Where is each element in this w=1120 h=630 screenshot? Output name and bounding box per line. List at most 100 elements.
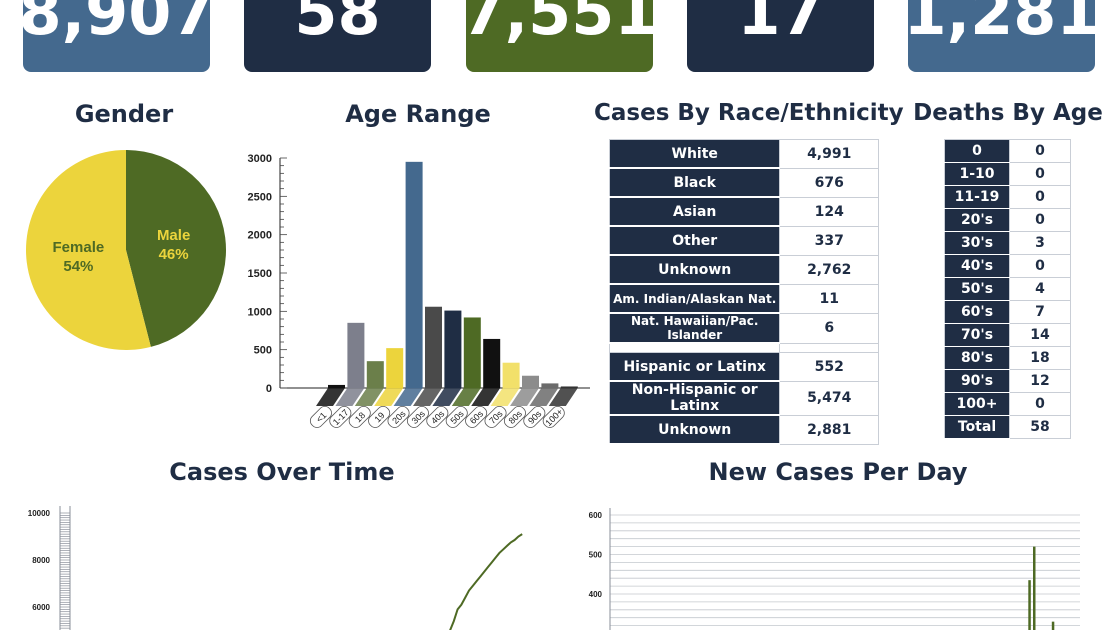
stat-value: 7,551 — [466, 0, 653, 49]
y-tick-label: 500 — [254, 345, 272, 357]
table-row: 30's 3 — [944, 231, 1071, 255]
death-count: 18 — [1009, 346, 1071, 370]
divider-cell — [779, 342, 879, 353]
bar — [560, 386, 578, 388]
race-value: 2,762 — [779, 254, 879, 285]
y-tick-label: 1500 — [248, 268, 272, 280]
race-value: 6 — [779, 312, 879, 344]
death-count: 58 — [1009, 415, 1071, 439]
x-tick-label-group: 100+ — [542, 405, 565, 428]
stat-value: 8,907 — [23, 0, 210, 49]
bar-base-shadow — [354, 388, 384, 406]
race-value: 124 — [779, 196, 879, 227]
table-row: Other 337 — [608, 225, 879, 256]
x-tick-label-box — [465, 405, 488, 428]
gender-pie-chart: Male 46% Female 54% — [26, 150, 227, 350]
bar — [541, 383, 559, 388]
table-row: 90's 12 — [944, 369, 1071, 393]
bar-base-shadow — [316, 388, 345, 406]
y-tick-label: 600 — [589, 511, 603, 520]
bar — [366, 361, 384, 388]
x-tick-label-group: 50s — [445, 405, 468, 428]
x-tick-label-box — [445, 405, 468, 428]
bar-base-shadow — [529, 388, 559, 406]
death-count: 0 — [1009, 254, 1071, 278]
table-row: 50's 4 — [944, 277, 1071, 301]
y-tick-label: 1000 — [248, 306, 272, 318]
bar-base-shadow — [432, 388, 462, 406]
y-tick-label: 500 — [589, 551, 603, 560]
race-ethnicity-table: White 4,991 Black 676 Asian 124 Other 337 Un… — [608, 139, 879, 445]
bar — [522, 375, 539, 388]
x-tick-label-group: 60s — [465, 405, 488, 428]
x-tick-label-box — [329, 405, 352, 428]
table-row: 100+ 0 — [944, 392, 1071, 416]
race-value: 11 — [779, 283, 879, 314]
cases-over-time-title: Cases Over Time — [169, 458, 395, 486]
table-row: Unknown 2,762 — [608, 254, 879, 285]
x-tick-label-group: <1 — [309, 405, 332, 428]
age-label: 70's — [944, 323, 1010, 347]
race-label: Am. Indian/Alaskan Nat. — [608, 283, 781, 314]
x-tick-label-box — [503, 405, 526, 428]
y-tick-label: 2500 — [248, 191, 272, 203]
race-value: 676 — [779, 167, 879, 198]
bar-base-shadow — [374, 388, 404, 406]
race-value: 4,991 — [779, 139, 879, 169]
age-range-bar-chart: 0 500 1000 1500 2000 2500 3000 <1 1-17 18 19 20s 30s… — [248, 153, 590, 428]
gender-title: Gender — [74, 100, 174, 128]
new-cases-per-day-chart: 400 500 600 — [589, 508, 1080, 630]
death-count: 3 — [1009, 231, 1071, 255]
bar — [483, 338, 501, 388]
x-tick-label-group: 1-17 — [329, 405, 352, 428]
death-count: 0 — [1009, 139, 1071, 163]
bar-base-shadow — [548, 388, 578, 406]
pie-slice-label: Male — [157, 227, 190, 244]
bar-base-shadow — [510, 388, 539, 406]
table-row: Black 676 — [608, 167, 879, 198]
table-row: Total 58 — [944, 415, 1071, 439]
death-count: 14 — [1009, 323, 1071, 347]
x-tick-label-box — [406, 405, 429, 428]
stat-value: 17 — [737, 0, 824, 49]
ethnicity-value: 5,474 — [779, 380, 879, 416]
pie-slice-label: Female — [53, 239, 105, 256]
new-cases-per-day-title: New Cases Per Day — [708, 458, 968, 486]
table-row: 40's 0 — [944, 254, 1071, 278]
bar-base-shadow — [471, 388, 501, 406]
x-tick-label-group: 30s — [406, 405, 429, 428]
age-label: 90's — [944, 369, 1010, 393]
y-tick-label: 400 — [589, 590, 603, 599]
bar — [328, 384, 345, 388]
bar — [1051, 621, 1055, 630]
age-label: 20's — [944, 208, 1010, 232]
table-divider — [608, 342, 879, 353]
pie-slice-percent: 46% — [159, 246, 189, 263]
x-tick-label-group: 18 — [348, 405, 371, 428]
table-row: 80's 18 — [944, 346, 1071, 370]
stat-value: 58 — [294, 0, 381, 49]
x-tick-label-group: 80s — [503, 405, 526, 428]
bar — [502, 362, 520, 388]
bar-base-shadow — [451, 388, 481, 406]
race-label: Unknown — [608, 254, 781, 285]
death-count: 0 — [1009, 208, 1071, 232]
race-value: 337 — [779, 225, 879, 256]
stat-card-total-cases: 8,907 — [23, 0, 210, 72]
age-label: 60's — [944, 300, 1010, 324]
race-label: Asian — [608, 196, 781, 227]
bar-base-shadow — [335, 388, 365, 406]
ethnicity-label: Hispanic or Latinx — [608, 352, 781, 382]
bar-base-shadow — [413, 388, 442, 406]
age-label: 50's — [944, 277, 1010, 301]
x-tick-label-box — [368, 405, 391, 428]
ethnicity-value: 552 — [779, 352, 879, 382]
table-row: Am. Indian/Alaskan Nat. 11 — [608, 283, 879, 314]
bar-base-shadow — [490, 388, 520, 406]
ethnicity-value: 2,881 — [779, 414, 879, 445]
x-tick-label-box — [309, 405, 332, 428]
age-label: 100+ — [944, 392, 1010, 416]
bar — [425, 306, 442, 388]
death-count: 0 — [1009, 392, 1071, 416]
